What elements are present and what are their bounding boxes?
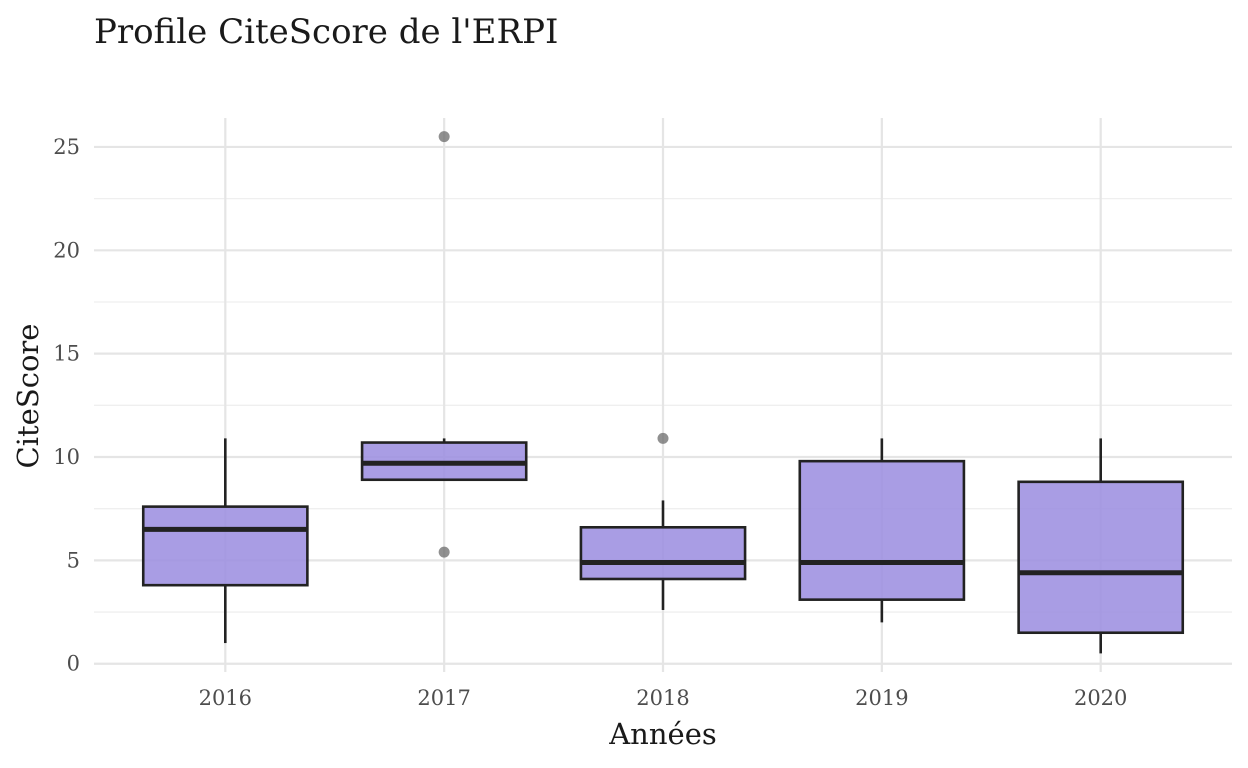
y-tick-label: 15: [53, 342, 80, 366]
x-tick-label: 2019: [855, 686, 908, 710]
box-group-2019: [798, 438, 966, 623]
y-tick-label: 5: [67, 548, 80, 572]
y-tick-label: 10: [53, 445, 80, 469]
iqr-box: [1017, 480, 1185, 635]
y-axis-title: CiteScore: [11, 324, 45, 469]
y-tick-label: 0: [67, 652, 80, 676]
iqr-box: [798, 459, 966, 601]
chart-title: Profile CiteScore de l'ERPI: [94, 12, 558, 52]
outlier-point: [657, 432, 669, 444]
y-axis-ticks: 0 5 10 15 20 25: [53, 135, 80, 676]
box-group-2018: [579, 432, 747, 610]
iqr-box: [579, 525, 747, 581]
box-group-2020: [1017, 438, 1185, 654]
x-tick-label: 2018: [636, 686, 689, 710]
outlier-point: [438, 546, 450, 558]
box-group-2016: [141, 438, 309, 644]
x-tick-label: 2016: [199, 686, 252, 710]
y-tick-label: 20: [53, 238, 80, 262]
x-tick-label: 2020: [1074, 686, 1127, 710]
iqr-box: [141, 505, 309, 587]
x-axis-ticks: 2016 2017 2018 2019 2020: [199, 686, 1128, 710]
box-series: [141, 131, 1185, 654]
x-axis-title: Années: [608, 717, 717, 751]
box-group-2017: [360, 131, 528, 558]
x-tick-label: 2017: [417, 686, 470, 710]
y-tick-label: 25: [53, 135, 80, 159]
outlier-point: [438, 131, 450, 143]
